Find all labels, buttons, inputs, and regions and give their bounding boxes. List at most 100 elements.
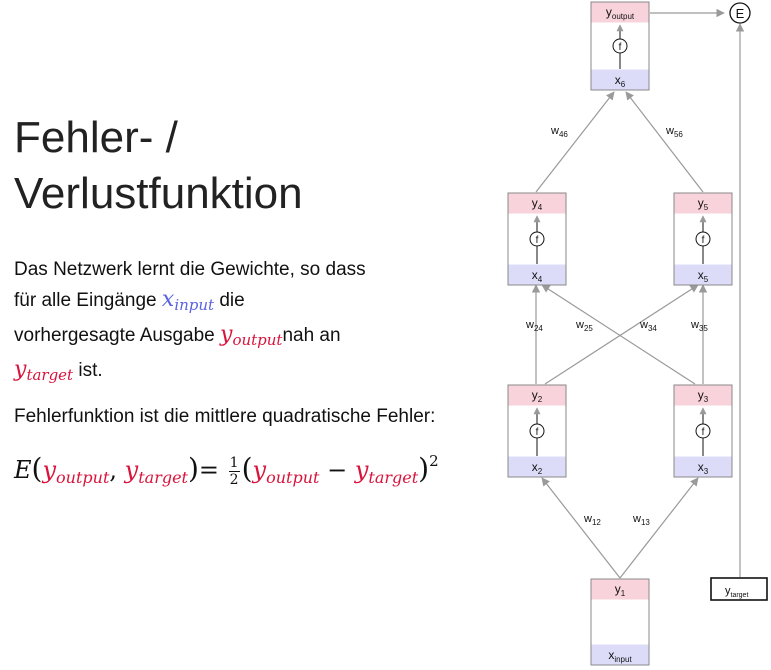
- neuron-x-sub: input: [614, 655, 632, 664]
- neuron-input-band: [591, 69, 649, 90]
- weight-w13: w13: [632, 513, 650, 527]
- formula-minus: −: [327, 456, 348, 484]
- math-x-sub: input: [174, 296, 215, 314]
- neuron-input-band: [674, 456, 732, 477]
- neuron-input-label: x5: [698, 268, 709, 284]
- formula-open-paren-2: (: [241, 452, 253, 485]
- w46-sub: 46: [559, 130, 568, 139]
- f-y1-sub: output: [56, 468, 110, 487]
- neuron-y-sub: 2: [538, 395, 543, 404]
- target-label-base: y: [725, 585, 731, 597]
- w34-sub: 34: [648, 324, 657, 333]
- neuron-input-label: x3: [698, 460, 709, 476]
- edge-5-6: [625, 91, 704, 193]
- weight-w25: w25: [575, 319, 593, 333]
- neuron-input-band: [508, 264, 566, 285]
- neuron-output-band: [591, 2, 649, 23]
- neuron-x-base: x: [698, 268, 704, 282]
- description-paragraph: Das Netzwerk lernt die Gewichte, so dass…: [14, 255, 454, 390]
- f-y2-base: y: [124, 456, 139, 484]
- weight-w24: w24: [525, 319, 543, 333]
- desc-text-2: für alle Eingänge: [14, 290, 157, 311]
- f-y4-base: y: [354, 456, 369, 484]
- neuron-output-band: [674, 385, 732, 406]
- w13-sub: 13: [641, 518, 650, 527]
- activation-label: f: [536, 427, 539, 438]
- neuron-output-label: y5: [698, 196, 709, 212]
- f-y1-base: y: [42, 456, 57, 484]
- w35-base: w: [690, 319, 699, 331]
- neuron-y-sub: 5: [704, 203, 709, 212]
- weight-w34: w34: [639, 319, 657, 333]
- f-y4-sub: target: [368, 468, 419, 487]
- neuron-x-base: x: [532, 268, 538, 282]
- math-yo-sub: output: [232, 331, 283, 349]
- neuron-input-band: [508, 456, 566, 477]
- formula-open-paren: (: [31, 452, 43, 485]
- neuron-output-band: [591, 579, 649, 600]
- neuron-output-label: youtput: [606, 5, 635, 21]
- activation-label: f: [536, 235, 539, 246]
- formula-comma: ,: [109, 456, 118, 484]
- target-label-sub: target: [731, 592, 749, 599]
- neuron-input-band: [591, 644, 649, 665]
- desc-text-4: vorhergesagte Ausgabe: [14, 325, 215, 346]
- neuron-input-band: [674, 264, 732, 285]
- neuron-y-sub: 3: [704, 395, 709, 404]
- neuron-y-base: y: [606, 5, 612, 19]
- neuron-n1: y1 xinput: [590, 578, 650, 666]
- formula-y-target-1: ytarget: [124, 456, 188, 487]
- w13-base: w: [632, 513, 641, 525]
- f-y3-sub: output: [266, 468, 320, 487]
- title-line-1: Fehler- /: [14, 113, 178, 162]
- weight-w46: w46: [550, 125, 568, 139]
- neuron-y-sub: output: [612, 12, 635, 21]
- edge-1-3: [619, 477, 699, 579]
- desc-text-1: Das Netzwerk lernt die Gewichte, so dass: [14, 259, 366, 280]
- activation-circle: [529, 423, 545, 439]
- activation-circle: [695, 423, 711, 439]
- math-y-output: youtput: [220, 322, 283, 349]
- neuron-y-sub: 4: [538, 203, 543, 212]
- w12-base: w: [583, 513, 592, 525]
- formula-close-paren: ): [187, 452, 199, 485]
- activation-label: f: [702, 427, 705, 438]
- formula-equals: =: [198, 456, 220, 484]
- weight-w12: w12: [583, 513, 601, 527]
- math-yt-sub: target: [26, 366, 74, 384]
- f-y3-base: y: [252, 456, 267, 484]
- error-node-label: E: [736, 6, 745, 21]
- neuron-input-label: xinput: [608, 648, 632, 664]
- math-y-target: ytarget: [14, 357, 74, 384]
- weight-w56: w56: [665, 125, 683, 139]
- neuron-x-sub: 4: [538, 275, 543, 284]
- math-yt-base: y: [14, 357, 27, 382]
- f-y2-sub: target: [138, 468, 188, 487]
- fraction-numerator: 1: [228, 455, 240, 472]
- neuron-output-label: y4: [532, 196, 543, 212]
- neuron-x-base: x: [608, 648, 614, 662]
- target-box: [710, 577, 768, 601]
- activation-circle: [529, 231, 545, 247]
- desc-text-6: ist.: [78, 360, 103, 381]
- slide-title: Fehler- / Verlustfunktion: [14, 110, 303, 222]
- w34-base: w: [639, 319, 648, 331]
- neuron-y-base: y: [532, 196, 538, 210]
- neuron-input-label: x6: [615, 73, 626, 89]
- neuron-y-base: y: [698, 388, 704, 402]
- neuron-output-band: [674, 193, 732, 214]
- neuron-input-label: x4: [532, 268, 543, 284]
- error-node: [729, 2, 751, 24]
- formula-y-target-2: ytarget: [354, 456, 419, 487]
- activation-label: f: [702, 235, 705, 246]
- activation-circle: [695, 231, 711, 247]
- neuron-output-label: y2: [532, 388, 543, 404]
- neuron-x-sub: 3: [704, 467, 709, 476]
- formula-y-output-1: youtput: [42, 456, 110, 487]
- w56-sub: 56: [674, 130, 683, 139]
- neuron-output-band: [508, 385, 566, 406]
